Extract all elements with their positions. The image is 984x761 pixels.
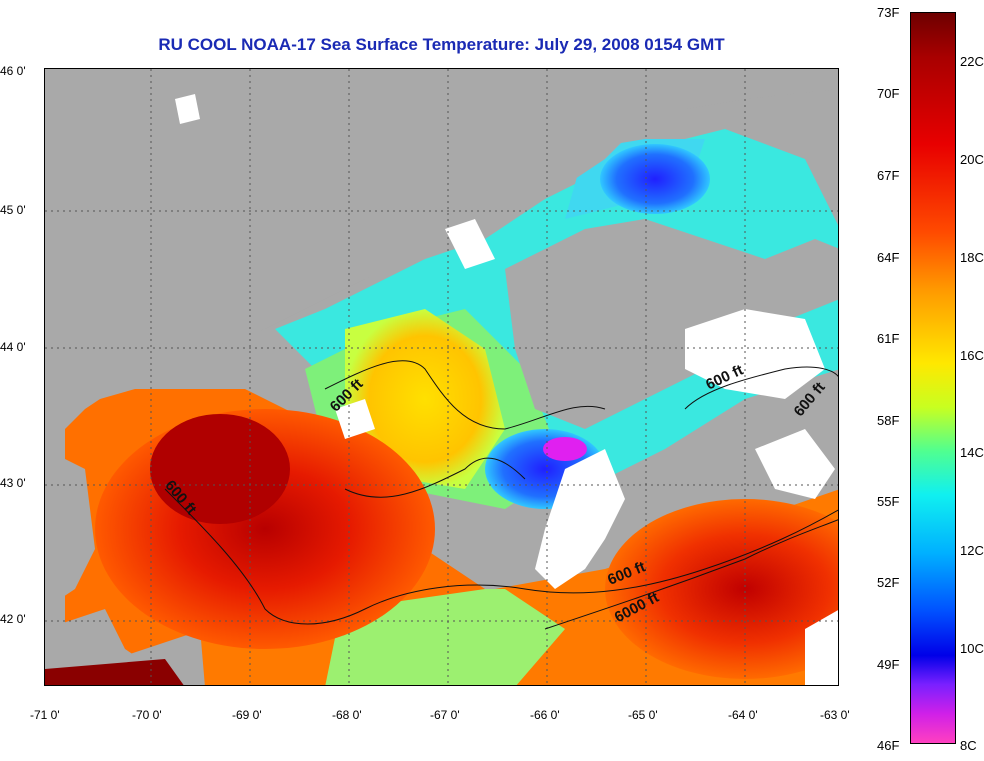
colorbar-f-67: 67F — [877, 168, 900, 183]
lon-label-63: -63 0' — [820, 708, 850, 722]
sst-map-canvas — [45, 69, 838, 685]
cloud-patch-1 — [535, 449, 625, 589]
lon-label-66: -66 0' — [530, 708, 560, 722]
colorbar-f-46: 46F — [877, 738, 900, 753]
lon-label-70: -70 0' — [132, 708, 162, 722]
cloud-patch-5 — [335, 399, 375, 439]
lon-label-71: -71 0' — [30, 708, 60, 722]
magenta-patch — [543, 437, 587, 461]
lat-label-44: 44 0' — [0, 340, 26, 354]
colorbar-f-55: 55F — [877, 494, 900, 509]
lat-label-43: 43 0' — [0, 476, 26, 490]
colorbar-c-20: 20C — [960, 152, 984, 167]
colorbar-f-52: 52F — [877, 575, 900, 590]
cloud-patch-2 — [685, 309, 825, 399]
lon-label-69: -69 0' — [232, 708, 262, 722]
colorbar-c-8: 8C — [960, 738, 977, 753]
colorbar-f-58: 58F — [877, 413, 900, 428]
map-title: RU COOL NOAA-17 Sea Surface Temperature:… — [158, 35, 725, 54]
colorbar-f-49: 49F — [877, 657, 900, 672]
colorbar-c-12: 12C — [960, 543, 984, 558]
cloud-patch-3 — [755, 429, 835, 499]
cape-cod-land — [45, 449, 95, 609]
lat-label-45: 45 0' — [0, 203, 26, 217]
temperature-colorbar — [910, 12, 956, 744]
cloud-patch-4 — [445, 219, 495, 269]
southeast-warm — [605, 499, 838, 679]
lon-label-65: -65 0' — [628, 708, 658, 722]
bathymetry-contours — [164, 360, 838, 630]
colorbar-f-64: 64F — [877, 250, 900, 265]
sst-map[interactable]: 600 ft 600 ft 600 ft 600 ft 600 ft 6000 … — [44, 68, 839, 686]
lat-label-46: 46 0' — [0, 64, 26, 78]
maine-coast-land — [45, 69, 838, 449]
colorbar-c-14: 14C — [960, 445, 984, 460]
colorbar-f-73: 73F — [877, 5, 900, 20]
graticule — [45, 69, 838, 685]
lon-label-68: -68 0' — [332, 708, 362, 722]
lon-label-67: -67 0' — [430, 708, 460, 722]
colorbar-c-16: 16C — [960, 348, 984, 363]
lat-label-42: 42 0' — [0, 612, 26, 626]
colorbar-f-70: 70F — [877, 86, 900, 101]
colorbar-c-10: 10C — [960, 641, 984, 656]
colorbar-f-61: 61F — [877, 331, 900, 346]
cloud-patch-7 — [805, 610, 838, 685]
lon-label-64: -64 0' — [728, 708, 758, 722]
cloud-patch-6 — [175, 94, 200, 124]
colorbar-c-18: 18C — [960, 250, 984, 265]
gulf-maine-yellow — [345, 309, 505, 489]
cold-patch-north — [600, 144, 710, 214]
nova-scotia-land — [505, 219, 838, 429]
colorbar-c-22: 22C — [960, 54, 984, 69]
long-island-land — [45, 659, 184, 685]
warm-core-inner — [150, 414, 290, 524]
